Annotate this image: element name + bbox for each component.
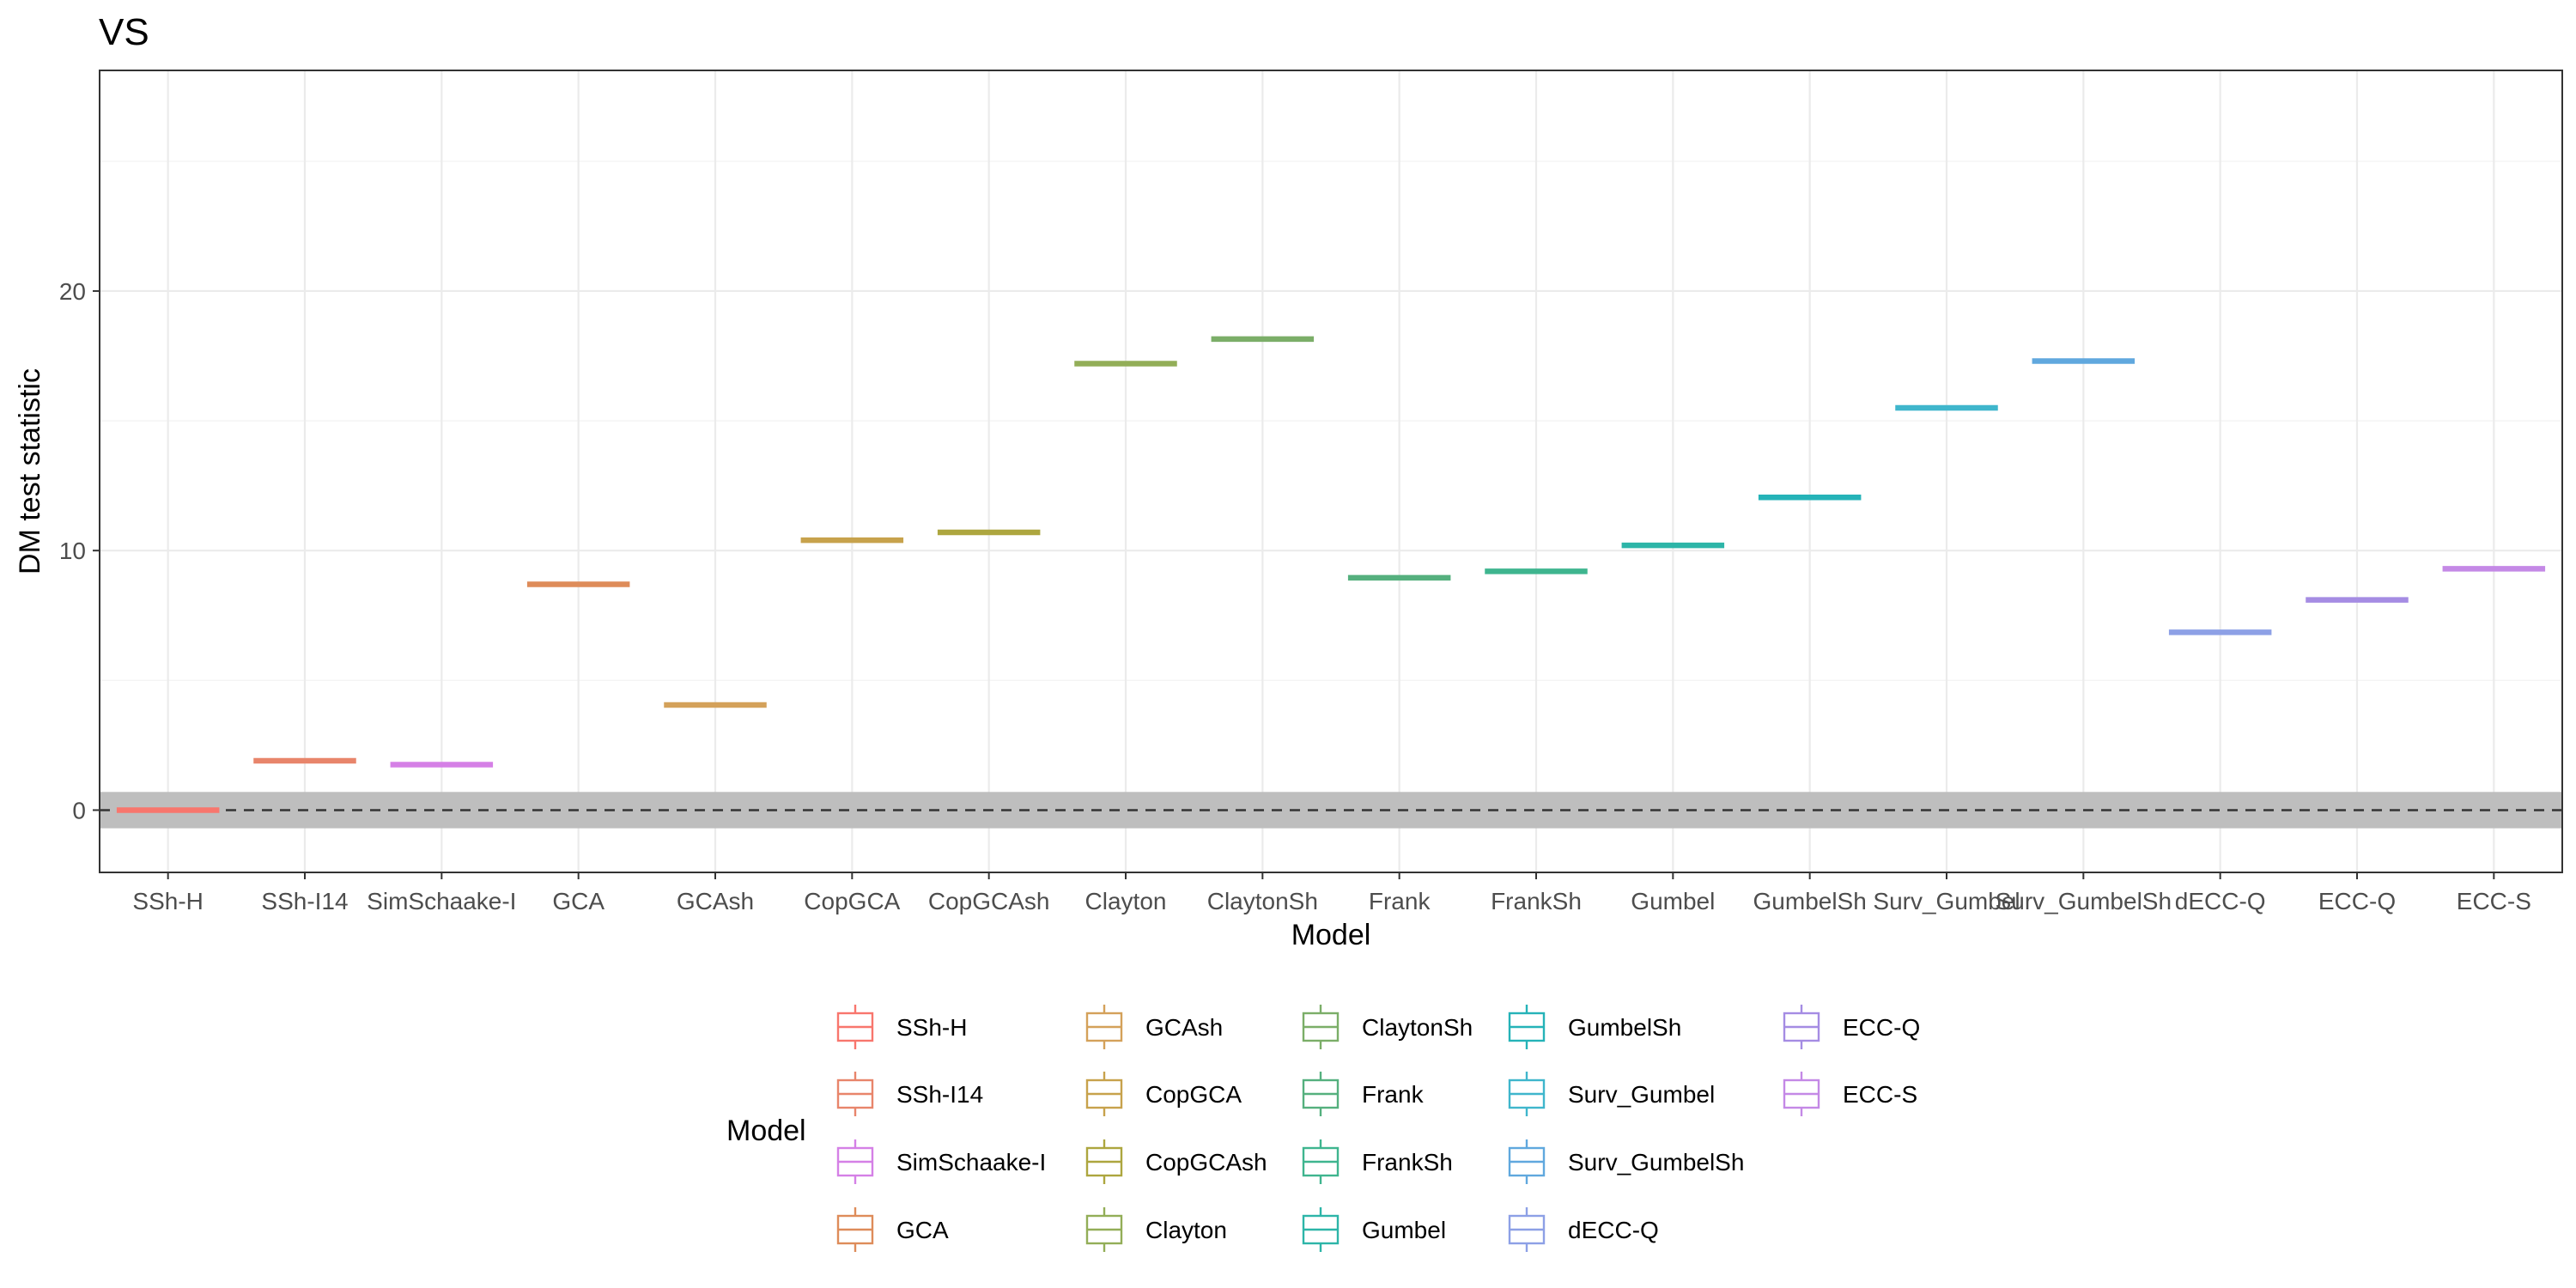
chart-title: VS (99, 11, 149, 53)
x-tick-label-FrankSh: FrankSh (1491, 888, 1582, 914)
legend: SSh-H SSh-I14 SimSchaake-I GCA GCAsh CopGCA Co… (836, 1005, 1920, 1252)
legend-label: Gumbel (1362, 1217, 1446, 1243)
y-tick-label: 20 (59, 278, 86, 305)
legend-item-ECC-S: ECC-S (1783, 1072, 1917, 1116)
legend-item-Surv_GumbelSh: Surv_GumbelSh (1508, 1139, 1744, 1184)
legend-label: Surv_Gumbel (1568, 1081, 1715, 1108)
legend-label: GCAsh (1145, 1014, 1223, 1041)
legend-title: Model (726, 1115, 806, 1147)
legend-label: dECC-Q (1568, 1217, 1659, 1243)
x-tick-label-GCA: GCA (552, 888, 605, 914)
legend-item-GCA: GCA (836, 1207, 949, 1252)
grid (100, 70, 2562, 872)
x-tick-label-Surv_GumbelSh: Surv_GumbelSh (1996, 888, 2172, 914)
plot-background (100, 70, 2562, 872)
legend-label: ClaytonSh (1362, 1014, 1473, 1041)
x-tick-label-dECC-Q: dECC-Q (2175, 888, 2266, 914)
x-tick-label-GumbelSh: GumbelSh (1753, 888, 1867, 914)
x-axis: SSh-H SSh-I14 SimSchaake-I GCA GCAsh CopGCA Co… (132, 872, 2531, 914)
x-tick-label-GCAsh: GCAsh (677, 888, 754, 914)
legend-item-Surv_Gumbel: Surv_Gumbel (1508, 1072, 1715, 1116)
x-tick-label-ClaytonSh: ClaytonSh (1207, 888, 1318, 914)
legend-item-Frank: Frank (1302, 1072, 1425, 1116)
x-axis-title: Model (1291, 919, 1371, 951)
y-axis: 0 10 20 (59, 278, 100, 823)
x-tick-label-SSh-H: SSh-H (132, 888, 203, 914)
x-tick-label-Frank: Frank (1369, 888, 1431, 914)
legend-item-SimSchaake-I: SimSchaake-I (836, 1139, 1046, 1184)
legend-label: Surv_GumbelSh (1568, 1149, 1744, 1176)
legend-label: ECC-Q (1843, 1014, 1920, 1041)
legend-item-Gumbel: Gumbel (1302, 1207, 1446, 1252)
x-tick-label-ECC-Q: ECC-Q (2318, 888, 2396, 914)
legend-label: SimSchaake-I (896, 1149, 1046, 1176)
y-tick-label: 0 (72, 797, 86, 823)
legend-item-CopGCAsh: CopGCAsh (1085, 1139, 1267, 1184)
legend-label: GCA (896, 1217, 949, 1243)
plot-border (99, 70, 2563, 873)
x-tick-label-Clayton: Clayton (1085, 888, 1167, 914)
legend-label: CopGCA (1145, 1081, 1242, 1108)
legend-item-ECC-Q: ECC-Q (1783, 1005, 1920, 1049)
legend-label: Frank (1362, 1081, 1425, 1108)
legend-label: ECC-S (1843, 1081, 1917, 1108)
legend-item-Clayton: Clayton (1085, 1207, 1227, 1252)
x-tick-label-CopGCA: CopGCA (804, 888, 900, 914)
legend-label: SSh-I14 (896, 1081, 983, 1108)
legend-item-CopGCA: CopGCA (1085, 1072, 1242, 1116)
x-tick-label-CopGCAsh: CopGCAsh (928, 888, 1050, 914)
x-tick-label-Gumbel: Gumbel (1631, 888, 1715, 914)
legend-item-SSh-H: SSh-H (836, 1005, 967, 1049)
legend-item-FrankSh: FrankSh (1302, 1139, 1453, 1184)
legend-label: SSh-H (896, 1014, 967, 1041)
x-tick-label-SSh-I14: SSh-I14 (261, 888, 348, 914)
legend-label: GumbelSh (1568, 1014, 1681, 1041)
legend-item-GCAsh: GCAsh (1085, 1005, 1223, 1049)
legend-item-dECC-Q: dECC-Q (1508, 1207, 1659, 1252)
y-axis-title: DM test statistic (14, 368, 46, 574)
x-tick-label-ECC-S: ECC-S (2457, 888, 2531, 914)
y-tick-label: 10 (59, 538, 86, 564)
legend-item-ClaytonSh: ClaytonSh (1302, 1005, 1473, 1049)
x-tick-label-Surv_Gumbel: Surv_Gumbel (1873, 888, 2020, 914)
x-tick-label-SimSchaake-I: SimSchaake-I (367, 888, 516, 914)
legend-label: Clayton (1145, 1217, 1227, 1243)
legend-label: FrankSh (1362, 1149, 1453, 1176)
series-marks (116, 336, 2546, 813)
legend-item-SSh-I14: SSh-I14 (836, 1072, 983, 1116)
legend-label: CopGCAsh (1145, 1149, 1267, 1176)
legend-item-GumbelSh: GumbelSh (1508, 1005, 1681, 1049)
